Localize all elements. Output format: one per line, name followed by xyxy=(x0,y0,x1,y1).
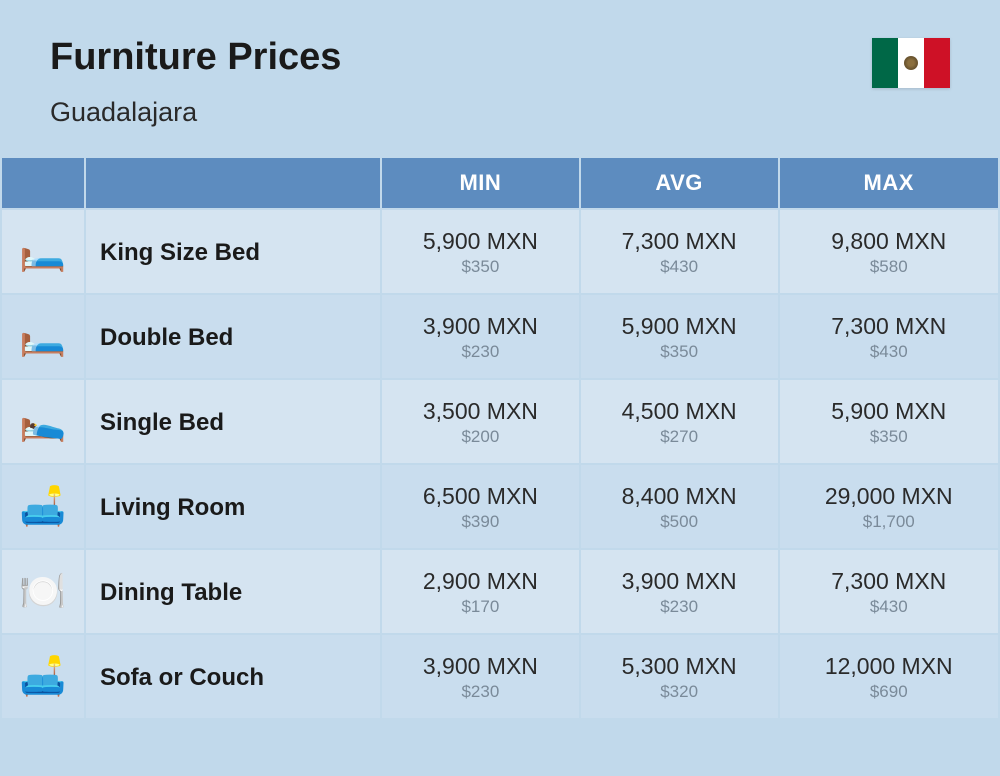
header-row: MIN AVG MAX xyxy=(1,157,999,209)
item-name: Double Bed xyxy=(85,294,381,379)
price-usd: $350 xyxy=(780,427,999,447)
price-usd: $430 xyxy=(780,597,999,617)
price-avg: 7,300 MXN$430 xyxy=(580,209,779,294)
price-max: 7,300 MXN$430 xyxy=(779,294,1000,379)
price-usd: $430 xyxy=(780,342,999,362)
price-min: 3,500 MXN$200 xyxy=(381,379,580,464)
price-mxn: 6,500 MXN xyxy=(382,483,579,510)
price-usd: $270 xyxy=(581,427,778,447)
price-mxn: 2,900 MXN xyxy=(382,568,579,595)
price-usd: $430 xyxy=(581,257,778,277)
price-mxn: 5,900 MXN xyxy=(780,398,999,425)
price-max: 5,900 MXN$350 xyxy=(779,379,1000,464)
price-mxn: 8,400 MXN xyxy=(581,483,778,510)
price-usd: $320 xyxy=(581,682,778,702)
price-usd: $350 xyxy=(382,257,579,277)
item-name: Sofa or Couch xyxy=(85,634,381,719)
price-max: 29,000 MXN$1,700 xyxy=(779,464,1000,549)
furniture-icon: 🍽️ xyxy=(1,549,85,634)
price-avg: 5,900 MXN$350 xyxy=(580,294,779,379)
price-mxn: 3,900 MXN xyxy=(382,653,579,680)
price-max: 7,300 MXN$430 xyxy=(779,549,1000,634)
price-mxn: 7,300 MXN xyxy=(780,313,999,340)
price-mxn: 7,300 MXN xyxy=(780,568,999,595)
page-title: Furniture Prices xyxy=(50,36,341,79)
header: Furniture Prices Guadalajara xyxy=(0,0,1000,156)
col-header-name xyxy=(85,157,381,209)
flag-stripe-white xyxy=(898,38,924,88)
price-max: 9,800 MXN$580 xyxy=(779,209,1000,294)
price-mxn: 29,000 MXN xyxy=(780,483,999,510)
col-header-icon xyxy=(1,157,85,209)
title-block: Furniture Prices Guadalajara xyxy=(50,36,341,128)
table-row: 🛋️ Sofa or Couch 3,900 MXN$230 5,300 MXN… xyxy=(1,634,999,719)
price-avg: 8,400 MXN$500 xyxy=(580,464,779,549)
price-usd: $230 xyxy=(382,342,579,362)
item-name: Single Bed xyxy=(85,379,381,464)
furniture-icon: 🛌 xyxy=(1,379,85,464)
furniture-icon: 🛏️ xyxy=(1,294,85,379)
price-usd: $390 xyxy=(382,512,579,532)
price-mxn: 9,800 MXN xyxy=(780,228,999,255)
price-min: 2,900 MXN$170 xyxy=(381,549,580,634)
prices-table: MIN AVG MAX 🛏️ King Size Bed 5,900 MXN$3… xyxy=(0,156,1000,720)
price-mxn: 4,500 MXN xyxy=(581,398,778,425)
price-usd: $170 xyxy=(382,597,579,617)
table-row: 🛏️ Double Bed 3,900 MXN$230 5,900 MXN$35… xyxy=(1,294,999,379)
col-header-max: MAX xyxy=(779,157,1000,209)
price-mxn: 5,300 MXN xyxy=(581,653,778,680)
furniture-icon: 🛋️ xyxy=(1,464,85,549)
price-min: 3,900 MXN$230 xyxy=(381,634,580,719)
page-subtitle: Guadalajara xyxy=(50,97,341,128)
price-mxn: 3,900 MXN xyxy=(581,568,778,595)
price-usd: $1,700 xyxy=(780,512,999,532)
price-max: 12,000 MXN$690 xyxy=(779,634,1000,719)
table-row: 🍽️ Dining Table 2,900 MXN$170 3,900 MXN$… xyxy=(1,549,999,634)
item-name: King Size Bed xyxy=(85,209,381,294)
price-min: 5,900 MXN$350 xyxy=(381,209,580,294)
price-avg: 3,900 MXN$230 xyxy=(580,549,779,634)
item-name: Dining Table xyxy=(85,549,381,634)
price-mxn: 3,500 MXN xyxy=(382,398,579,425)
table-row: 🛌 Single Bed 3,500 MXN$200 4,500 MXN$270… xyxy=(1,379,999,464)
price-usd: $200 xyxy=(382,427,579,447)
price-mxn: 3,900 MXN xyxy=(382,313,579,340)
price-usd: $230 xyxy=(382,682,579,702)
mexico-flag-icon xyxy=(872,38,950,88)
table-row: 🛋️ Living Room 6,500 MXN$390 8,400 MXN$5… xyxy=(1,464,999,549)
table-row: 🛏️ King Size Bed 5,900 MXN$350 7,300 MXN… xyxy=(1,209,999,294)
flag-stripe-red xyxy=(924,38,950,88)
price-mxn: 12,000 MXN xyxy=(780,653,999,680)
price-usd: $500 xyxy=(581,512,778,532)
price-mxn: 5,900 MXN xyxy=(581,313,778,340)
price-usd: $580 xyxy=(780,257,999,277)
price-avg: 4,500 MXN$270 xyxy=(580,379,779,464)
item-name: Living Room xyxy=(85,464,381,549)
price-mxn: 5,900 MXN xyxy=(382,228,579,255)
price-usd: $230 xyxy=(581,597,778,617)
flag-emblem-icon xyxy=(904,56,918,70)
price-min: 3,900 MXN$230 xyxy=(381,294,580,379)
furniture-icon: 🛏️ xyxy=(1,209,85,294)
price-usd: $690 xyxy=(780,682,999,702)
price-mxn: 7,300 MXN xyxy=(581,228,778,255)
price-usd: $350 xyxy=(581,342,778,362)
price-min: 6,500 MXN$390 xyxy=(381,464,580,549)
furniture-icon: 🛋️ xyxy=(1,634,85,719)
col-header-avg: AVG xyxy=(580,157,779,209)
col-header-min: MIN xyxy=(381,157,580,209)
flag-stripe-green xyxy=(872,38,898,88)
price-avg: 5,300 MXN$320 xyxy=(580,634,779,719)
